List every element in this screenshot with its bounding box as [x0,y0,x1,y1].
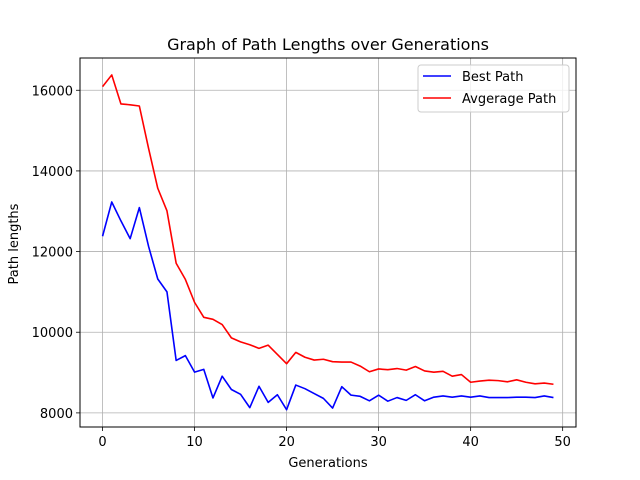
y-tick-label: 16000 [32,84,73,99]
y-tick-label: 14000 [32,165,73,180]
x-tick-label: 50 [554,435,571,450]
series-line-average-path [101,74,554,386]
y-tick-label: 10000 [32,326,73,341]
y-tick-label: 8000 [40,407,73,422]
x-ticks: 0 10 20 30 40 50 [98,427,571,450]
legend-box [417,64,570,113]
y-axis-label: Path lengths [7,203,22,284]
x-tick-label: 10 [186,435,203,450]
y-ticks: 8000 10000 12000 14000 16000 [32,84,80,422]
legend-label: Avgerage Path [462,92,556,107]
series-line-best-path [101,201,554,411]
plot-frame [79,57,577,428]
x-tick-label: 30 [370,435,387,450]
legend-label: Best Path [462,70,523,85]
chart-title: Graph of Path Lengths over Generations [167,35,489,54]
x-tick-label: 20 [278,435,295,450]
y-tick-label: 12000 [32,246,73,261]
series-lines [101,74,554,411]
legend: Best Path Avgerage Path [417,64,570,113]
x-axis-label: Generations [288,456,368,471]
x-tick-label: 40 [462,435,479,450]
x-tick-label: 0 [98,435,106,450]
